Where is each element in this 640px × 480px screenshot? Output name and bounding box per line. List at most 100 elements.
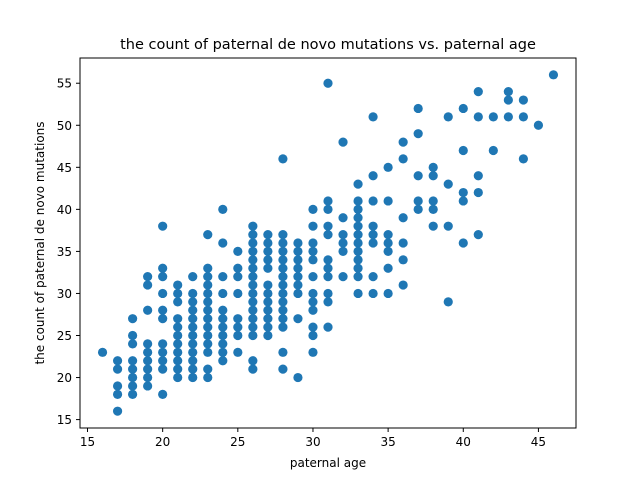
data-point — [248, 280, 258, 290]
data-point — [173, 297, 183, 307]
data-point — [353, 272, 363, 282]
data-point — [323, 196, 333, 206]
data-point — [443, 179, 453, 189]
data-point — [203, 305, 213, 315]
data-point — [338, 246, 348, 257]
x-tick-label: 35 — [380, 435, 395, 449]
data-point — [203, 288, 213, 299]
data-point — [218, 339, 228, 349]
x-axis-label: paternal age — [290, 456, 366, 470]
data-point — [428, 171, 438, 181]
data-point — [233, 246, 243, 257]
data-point — [308, 204, 318, 214]
data-point — [173, 322, 183, 332]
data-point — [248, 221, 258, 231]
data-point — [308, 221, 318, 231]
data-point — [458, 145, 468, 156]
data-point — [173, 372, 183, 383]
data-point — [368, 272, 378, 282]
data-point — [383, 263, 393, 273]
data-point — [218, 330, 228, 341]
data-point — [278, 154, 288, 164]
data-point — [188, 322, 198, 332]
data-point — [218, 204, 228, 214]
data-point — [158, 221, 168, 231]
data-point — [278, 305, 288, 315]
data-point — [158, 305, 168, 315]
data-point — [293, 314, 303, 324]
data-point — [203, 364, 213, 374]
data-point — [473, 112, 483, 122]
data-point — [323, 204, 333, 214]
data-point — [308, 238, 318, 248]
data-point — [278, 263, 288, 273]
x-tick-label: 15 — [80, 435, 95, 449]
data-point — [128, 339, 138, 349]
data-point — [323, 78, 333, 88]
plot-area-frame — [79, 57, 577, 429]
data-point — [338, 229, 348, 240]
data-point — [128, 372, 138, 383]
data-point — [263, 305, 273, 315]
data-point — [308, 246, 318, 257]
data-point — [248, 288, 258, 299]
y-axis-label: the count of paternal de novo mutations — [33, 121, 47, 364]
y-tick-label: 35 — [57, 245, 72, 259]
data-point — [278, 314, 288, 324]
data-point — [338, 137, 348, 147]
data-point — [203, 263, 213, 273]
y-tick-label: 40 — [57, 203, 72, 217]
data-point — [353, 204, 363, 214]
y-axis: 15 20 25 30 35 40 45 50 55 — [57, 77, 80, 427]
data-point — [398, 255, 408, 265]
data-point — [533, 120, 544, 130]
data-point — [97, 347, 108, 357]
data-point — [263, 314, 273, 324]
chart-title: the count of paternal de novo mutations … — [120, 37, 536, 53]
data-point — [353, 238, 363, 248]
data-point — [503, 87, 513, 97]
data-point — [218, 356, 228, 366]
data-point — [368, 221, 378, 231]
data-point — [188, 364, 198, 374]
data-point — [368, 238, 378, 248]
data-point — [263, 288, 273, 299]
data-point — [398, 280, 408, 290]
data-point — [503, 95, 513, 105]
data-point — [188, 314, 198, 324]
data-point — [443, 112, 453, 122]
data-point — [263, 238, 273, 248]
data-point — [173, 339, 183, 349]
data-point — [278, 229, 288, 240]
data-point — [368, 112, 378, 122]
data-point — [368, 171, 378, 181]
data-point — [128, 381, 138, 391]
data-point — [353, 213, 363, 223]
data-point — [308, 322, 318, 332]
data-point — [158, 339, 168, 349]
data-point — [263, 263, 273, 273]
data-point — [308, 330, 318, 341]
data-point — [158, 272, 168, 282]
data-point — [323, 288, 333, 299]
data-point — [278, 288, 288, 299]
data-point — [233, 322, 243, 332]
data-point — [263, 322, 273, 332]
data-point — [143, 272, 153, 282]
data-point — [383, 162, 393, 172]
data-point — [188, 330, 198, 341]
data-point — [233, 330, 243, 341]
data-point — [518, 95, 528, 105]
data-point — [248, 246, 258, 257]
data-point — [173, 356, 183, 366]
data-point — [278, 347, 288, 357]
data-point — [323, 229, 333, 240]
data-point — [473, 229, 483, 240]
data-point — [263, 229, 273, 240]
y-tick-label: 30 — [57, 287, 72, 301]
data-point — [263, 330, 273, 341]
data-point — [143, 339, 153, 349]
data-point — [218, 238, 228, 248]
data-point — [278, 246, 288, 257]
x-axis: 15 20 25 30 35 40 45 — [80, 428, 546, 449]
